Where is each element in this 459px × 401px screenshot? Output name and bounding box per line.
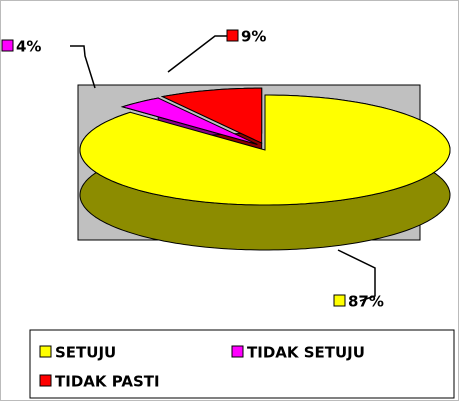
legend-label: TIDAK PASTI [55, 373, 160, 391]
data-label: 4% [16, 38, 41, 56]
legend-swatch [39, 345, 52, 358]
legend [29, 329, 455, 399]
legend-label: SETUJU [55, 344, 116, 362]
legend-swatch [39, 374, 52, 387]
legend-items: SETUJU TIDAK SETUJU TIDAK PASTI [39, 344, 365, 391]
label-swatch [1, 39, 14, 52]
slice [79, 94, 451, 206]
leader-line [167, 35, 232, 73]
legend-label: TIDAK SETUJU [247, 344, 365, 362]
data-label: 87% [348, 293, 384, 311]
leader-line [337, 249, 376, 302]
slice [160, 87, 263, 144]
leader-line [70, 45, 96, 89]
data-labels: 87% 4% 9% [1, 28, 384, 311]
label-swatch [333, 294, 346, 307]
label-swatch [226, 29, 239, 42]
pie [79, 87, 451, 251]
legend-swatch [231, 345, 244, 358]
slice [120, 97, 258, 145]
data-label: 9% [241, 28, 266, 46]
